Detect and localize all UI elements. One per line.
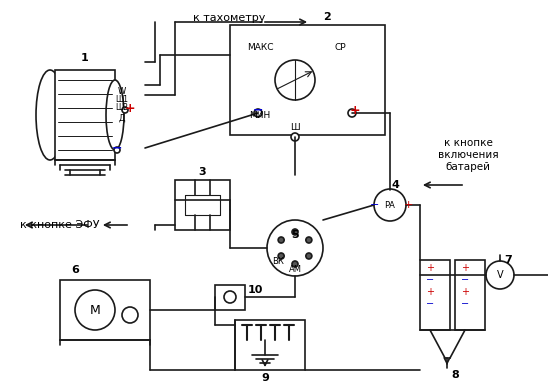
Text: Д: Д <box>119 114 125 123</box>
Circle shape <box>278 253 284 259</box>
Text: +: + <box>461 263 469 273</box>
Circle shape <box>348 109 356 117</box>
Circle shape <box>486 261 514 289</box>
Text: 5: 5 <box>291 230 299 240</box>
Text: к тахометру: к тахометру <box>193 13 265 23</box>
Text: Ш2: Ш2 <box>116 104 128 113</box>
Circle shape <box>306 253 312 259</box>
Bar <box>420 260 450 330</box>
Text: 3: 3 <box>198 167 206 177</box>
Bar <box>175 180 230 230</box>
Ellipse shape <box>106 80 124 150</box>
Circle shape <box>275 60 315 100</box>
Text: 7: 7 <box>504 255 512 265</box>
Circle shape <box>254 109 262 117</box>
Circle shape <box>291 133 299 141</box>
Text: −: − <box>370 200 380 210</box>
Text: к кнопке ЭФУ: к кнопке ЭФУ <box>20 220 100 230</box>
Bar <box>455 260 485 330</box>
Circle shape <box>374 189 406 221</box>
Text: ВК: ВК <box>272 258 284 267</box>
Text: 8: 8 <box>451 370 459 380</box>
Text: −: − <box>461 299 469 309</box>
Text: −: − <box>461 275 469 285</box>
Text: +: + <box>125 102 135 114</box>
Text: Ш1: Ш1 <box>116 95 128 104</box>
Bar <box>215 285 245 310</box>
Text: −: − <box>426 275 434 285</box>
Text: 10: 10 <box>247 285 262 295</box>
Text: −: − <box>253 104 263 116</box>
Text: M: M <box>90 303 100 317</box>
Ellipse shape <box>36 70 64 160</box>
Text: МАКС: МАКС <box>247 43 273 52</box>
Bar <box>235 320 305 370</box>
Text: −: − <box>112 142 122 154</box>
Text: 6: 6 <box>71 265 79 275</box>
Circle shape <box>114 147 120 153</box>
Circle shape <box>292 229 298 235</box>
Text: −: − <box>426 299 434 309</box>
Circle shape <box>122 107 128 113</box>
Bar <box>230 25 385 135</box>
Text: СР: СР <box>334 43 346 52</box>
Text: V: V <box>496 270 503 280</box>
Text: +: + <box>350 104 361 116</box>
Circle shape <box>122 307 138 323</box>
Text: +: + <box>426 287 434 297</box>
Text: Ш: Ш <box>290 123 300 132</box>
Text: МИН: МИН <box>249 111 271 120</box>
Text: +: + <box>426 263 434 273</box>
Bar <box>55 70 115 160</box>
Circle shape <box>292 261 298 267</box>
Bar <box>60 280 150 340</box>
Text: W: W <box>118 88 126 97</box>
Text: +: + <box>461 287 469 297</box>
Text: 2: 2 <box>324 12 332 22</box>
Circle shape <box>75 290 115 330</box>
Text: 4: 4 <box>391 180 399 190</box>
Text: АМ: АМ <box>288 265 301 274</box>
Circle shape <box>224 291 236 303</box>
Circle shape <box>267 220 323 276</box>
Text: 9: 9 <box>261 373 269 383</box>
Text: РА: РА <box>385 201 396 210</box>
Text: 1: 1 <box>81 53 89 63</box>
Text: +: + <box>403 200 413 210</box>
Text: к кнопке
включения
батарей: к кнопке включения батарей <box>438 139 498 171</box>
Circle shape <box>306 237 312 243</box>
Circle shape <box>278 237 284 243</box>
